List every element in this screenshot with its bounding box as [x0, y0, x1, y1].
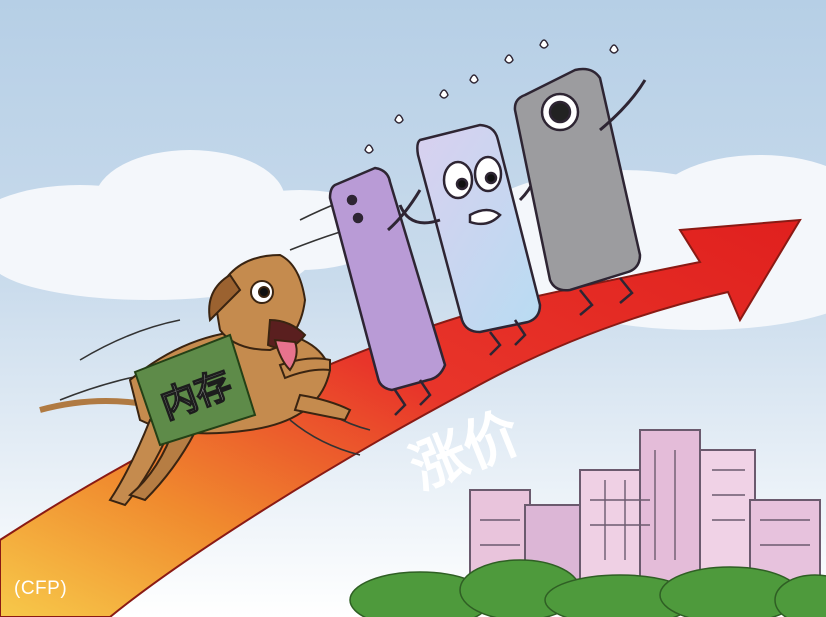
trees: [349, 559, 826, 617]
photo-credit: (CFP): [14, 578, 68, 599]
scared-phone-character: [398, 123, 542, 356]
sweat-drops: [364, 39, 619, 154]
dog-character: [39, 253, 352, 507]
grey-phone-character: [513, 67, 647, 316]
